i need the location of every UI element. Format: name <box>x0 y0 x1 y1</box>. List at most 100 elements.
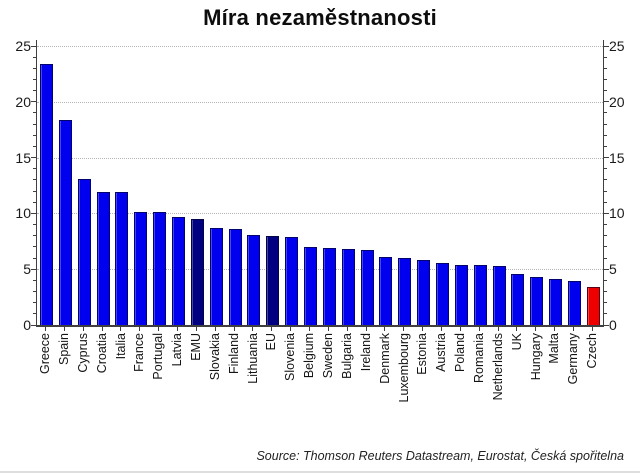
bar-slovakia <box>209 227 223 325</box>
x-label-romania: Romania <box>471 333 486 384</box>
x-tick-slot <box>526 327 545 331</box>
x-label-germany: Germany <box>566 333 581 385</box>
x-tick <box>591 327 593 331</box>
x-tick-slot <box>545 327 564 331</box>
bar-slot <box>207 227 226 325</box>
x-label-bulgaria: Bulgaria <box>339 333 354 379</box>
y-axis-label-right-20: 20 <box>609 93 625 110</box>
y-minor-tick-left-13 <box>33 179 36 181</box>
bottom-divider <box>0 471 640 473</box>
bar-slot <box>433 262 452 325</box>
y-minor-tick-right-14 <box>604 168 607 170</box>
y-major-tick-left-10 <box>31 212 36 214</box>
x-tick-slot <box>93 327 112 331</box>
x-label-slot: Portugal <box>149 333 168 445</box>
y-minor-tick-right-16 <box>604 145 607 147</box>
x-label-eu: EU <box>264 333 279 351</box>
bar-slot <box>226 229 245 325</box>
y-axis-label-right-15: 15 <box>609 149 625 166</box>
x-tick <box>327 327 329 331</box>
bar-sweden <box>322 248 336 325</box>
x-tick-slot <box>243 327 262 331</box>
x-tick-slot <box>55 327 74 331</box>
y-minor-tick-left-9 <box>33 224 36 226</box>
x-tick <box>214 327 216 331</box>
x-label-hungary: Hungary <box>528 333 543 381</box>
bar-ireland <box>360 250 374 325</box>
y-minor-tick-left-17 <box>33 134 36 136</box>
bar-portugal <box>153 212 167 325</box>
x-label-slot: EU <box>262 333 281 445</box>
bar-romania <box>473 264 487 325</box>
y-major-tick-right-5 <box>604 268 609 270</box>
x-label-ireland: Ireland <box>358 333 373 372</box>
x-label-estonia: Estonia <box>415 333 430 375</box>
y-axis-label-right-5: 5 <box>609 261 617 278</box>
y-minor-tick-right-3 <box>604 291 607 293</box>
x-tick-slot <box>432 327 451 331</box>
bar-slot <box>150 212 169 325</box>
bar-italia <box>115 192 129 325</box>
y-minor-tick-left-8 <box>33 235 36 237</box>
x-label-uk: UK <box>509 333 524 351</box>
x-label-lithuania: Lithuania <box>245 333 260 384</box>
y-minor-tick-right-24 <box>604 56 607 58</box>
bar-slot <box>414 260 433 325</box>
x-label-denmark: Denmark <box>377 333 392 384</box>
y-minor-tick-right-19 <box>604 112 607 114</box>
bar-bulgaria <box>341 249 355 325</box>
bar-slot <box>75 178 94 325</box>
x-tick-slot <box>111 327 130 331</box>
bar-slot <box>169 216 188 325</box>
x-tick <box>346 327 348 331</box>
bar-germany <box>567 281 581 325</box>
y-minor-tick-right-12 <box>604 190 607 192</box>
x-tick-slot <box>187 327 206 331</box>
x-tick-slot <box>149 327 168 331</box>
x-label-slovenia: Slovenia <box>283 333 298 381</box>
y-major-tick-left-20 <box>31 101 36 103</box>
x-tick <box>158 327 160 331</box>
x-label-slot: Hungary <box>526 333 545 445</box>
bar-finland <box>228 229 242 325</box>
x-tick-slot <box>394 327 413 331</box>
bar-spain <box>58 119 72 325</box>
bar-estonia <box>417 260 431 325</box>
y-minor-tick-right-21 <box>604 90 607 92</box>
x-label-slot: Lithuania <box>243 333 262 445</box>
x-tick-slot <box>168 327 187 331</box>
x-tick <box>233 327 235 331</box>
source-credit: Source: Thomson Reuters Datastream, Euro… <box>256 449 624 463</box>
y-axis-label-right-10: 10 <box>609 205 625 222</box>
x-label-slot: France <box>130 333 149 445</box>
bar-malta <box>549 279 563 325</box>
x-label-portugal: Portugal <box>151 333 166 380</box>
bar-slot <box>131 212 150 325</box>
x-label-slot: Slovakia <box>206 333 225 445</box>
bars-row <box>37 46 603 325</box>
x-label-slot: Spain <box>55 333 74 445</box>
y-axis-label-left-20: 20 <box>15 93 31 110</box>
y-major-tick-right-10 <box>604 212 609 214</box>
x-label-austria: Austria <box>434 333 449 372</box>
x-label-slot: Romania <box>470 333 489 445</box>
x-label-belgium: Belgium <box>302 333 317 379</box>
x-tick <box>535 327 537 331</box>
chart-title: Míra nezaměstnanosti <box>203 5 437 30</box>
x-tick-slot <box>413 327 432 331</box>
y-minor-tick-right-4 <box>604 279 607 281</box>
y-minor-tick-right-22 <box>604 78 607 80</box>
y-minor-tick-right-13 <box>604 179 607 181</box>
x-label-slot: Latvia <box>168 333 187 445</box>
y-minor-tick-left-1 <box>33 313 36 315</box>
x-label-slot: Cyprus <box>74 333 93 445</box>
bar-slot <box>546 279 565 325</box>
bar-slot <box>376 256 395 325</box>
y-minor-tick-right-1 <box>604 313 607 315</box>
bar-cyprus <box>77 178 91 325</box>
bar-slot <box>56 119 75 325</box>
y-major-tick-right-25 <box>604 45 609 47</box>
y-minor-tick-left-11 <box>33 201 36 203</box>
bar-slot <box>508 273 527 325</box>
